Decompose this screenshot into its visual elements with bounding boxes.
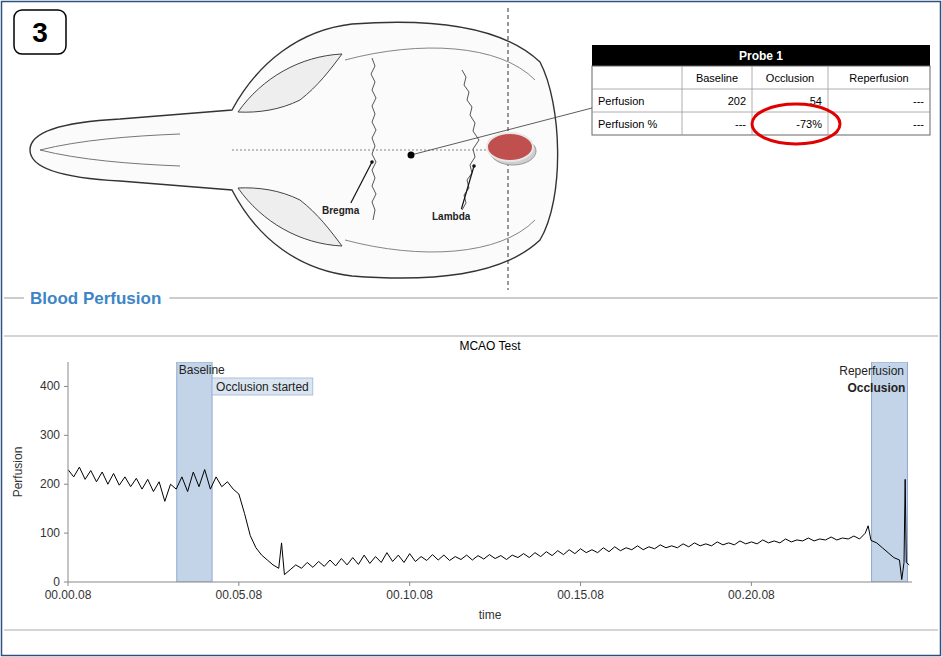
table-column-head: Occlusion xyxy=(766,72,814,84)
table-rule xyxy=(828,66,829,135)
data-layer xyxy=(68,467,909,579)
x-tick-label: 00.05.08 xyxy=(215,588,262,602)
chart-top-rule xyxy=(4,336,938,337)
table-cell: --- xyxy=(735,118,746,130)
table-cell: -73% xyxy=(796,118,822,130)
landmark-arrow xyxy=(351,162,372,203)
landmark-arrowhead xyxy=(370,160,374,164)
x-axis-title: time xyxy=(479,608,502,622)
y-tick-label: 0 xyxy=(53,575,60,589)
annotation-label: Baseline xyxy=(179,363,225,377)
x-tick xyxy=(68,582,69,586)
x-axis-line xyxy=(68,582,912,583)
table-cell: --- xyxy=(913,95,924,107)
table-rule xyxy=(592,89,930,90)
skull-outline xyxy=(30,22,558,278)
annotation-label: Reperfusion xyxy=(839,364,904,378)
highlight-circle xyxy=(752,104,840,144)
annotation-band xyxy=(872,362,908,582)
table-title: Probe 1 xyxy=(739,49,783,63)
y-axis-title: Perfusion xyxy=(11,447,25,498)
x-tick-label: 00.10.08 xyxy=(386,588,433,602)
table-body xyxy=(592,66,930,135)
annotation-label-box xyxy=(212,378,313,395)
annotation-bands xyxy=(177,362,908,582)
arch-left xyxy=(238,54,342,112)
landmark-label: Lambda xyxy=(432,211,471,222)
chart-bottom-rule xyxy=(4,630,938,631)
chart-title: MCAO Test xyxy=(459,339,521,353)
y-tick xyxy=(64,533,68,534)
y-tick xyxy=(64,435,68,436)
landmark-arrow xyxy=(461,166,474,209)
x-tick xyxy=(751,582,752,586)
x-tick-label: 00.15.08 xyxy=(557,588,604,602)
lambda-suture xyxy=(462,70,479,210)
y-tick-label: 100 xyxy=(40,526,60,540)
panel-label-box xyxy=(14,10,66,54)
x-tick-label: 00.00.08 xyxy=(45,588,92,602)
skull-diagram: Bregma Lambda xyxy=(30,8,592,290)
probe xyxy=(487,133,533,161)
y-axis-line xyxy=(68,362,69,582)
annotation-label: Occlusion started xyxy=(216,380,309,394)
table-cell: 202 xyxy=(728,95,746,107)
x-tick xyxy=(409,582,410,586)
nasal-bone xyxy=(40,134,180,166)
annotation-label: Occlusion xyxy=(847,381,905,395)
table-cell: --- xyxy=(913,118,924,130)
table-column-head: Reperfusion xyxy=(849,72,908,84)
annotation-band xyxy=(177,362,212,582)
y-tick xyxy=(64,582,68,583)
y-tick-label: 300 xyxy=(40,428,60,442)
probe-table: Probe 1Baseline Occlusion Reperfusion Perfu… xyxy=(592,45,930,144)
section-rule xyxy=(169,298,938,299)
panel-label: 3 xyxy=(32,17,48,48)
table-header-bg xyxy=(592,45,930,66)
bregma-suture xyxy=(371,58,376,220)
x-tick-label: 00.20.08 xyxy=(728,588,775,602)
table-row-head: Perfusion xyxy=(598,95,644,107)
probe-site-dot xyxy=(408,152,415,159)
x-tick xyxy=(238,582,239,586)
x-tick xyxy=(580,582,581,586)
annotation-labels: Baseline Occlusion started Reperfusion Occl… xyxy=(179,363,906,395)
midline-suture xyxy=(232,150,492,151)
y-tick-label: 200 xyxy=(40,477,60,491)
section-rule xyxy=(4,298,24,299)
landmark-label: Bregma xyxy=(322,205,360,216)
table-row-head: Perfusion % xyxy=(598,118,658,130)
figure: BregmaLambda3Probe 1BaselineOcclusionRep… xyxy=(0,0,942,657)
perfusion-line xyxy=(68,467,909,579)
y-tick xyxy=(64,484,68,485)
section-title: Blood Perfusion xyxy=(30,289,161,308)
arch-right xyxy=(238,188,342,246)
table-rule xyxy=(682,66,683,135)
table-column-head: Baseline xyxy=(696,72,738,84)
landmark-arrowhead xyxy=(472,164,476,168)
y-tick-label: 400 xyxy=(40,379,60,393)
figure-frame xyxy=(2,2,941,656)
y-tick xyxy=(64,386,68,387)
